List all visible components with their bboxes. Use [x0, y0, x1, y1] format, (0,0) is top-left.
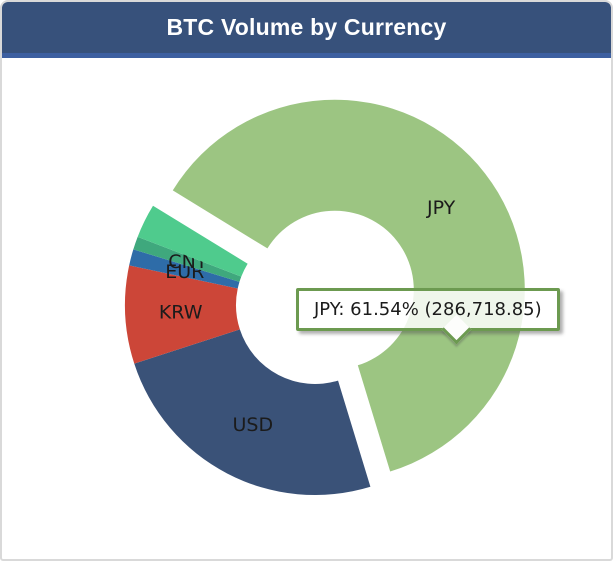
chart-area: JPY USD KRW EUR CNY JPY: 61.54% (286,718.85)	[2, 58, 611, 556]
slice-label-KRW: KRW	[159, 302, 203, 324]
slice-label-JPY: JPY	[426, 197, 456, 219]
slice-label-USD: USD	[233, 414, 274, 436]
chart-header: BTC Volume by Currency	[2, 2, 611, 58]
tooltip-text: JPY: 61.54% (286,718.85)	[314, 299, 542, 320]
pie-slice-USD[interactable]	[134, 329, 371, 495]
pie-slice-CNY[interactable]	[133, 236, 242, 282]
page-title: BTC Volume by Currency	[166, 14, 447, 40]
pie-slice-JPY[interactable]	[172, 99, 525, 472]
pie-slice-unlabeled[interactable]	[137, 205, 248, 277]
pie-slice-KRW[interactable]	[124, 265, 240, 364]
pie-slice-EUR[interactable]	[129, 249, 240, 289]
tooltip: JPY: 61.54% (286,718.85)	[296, 288, 560, 345]
